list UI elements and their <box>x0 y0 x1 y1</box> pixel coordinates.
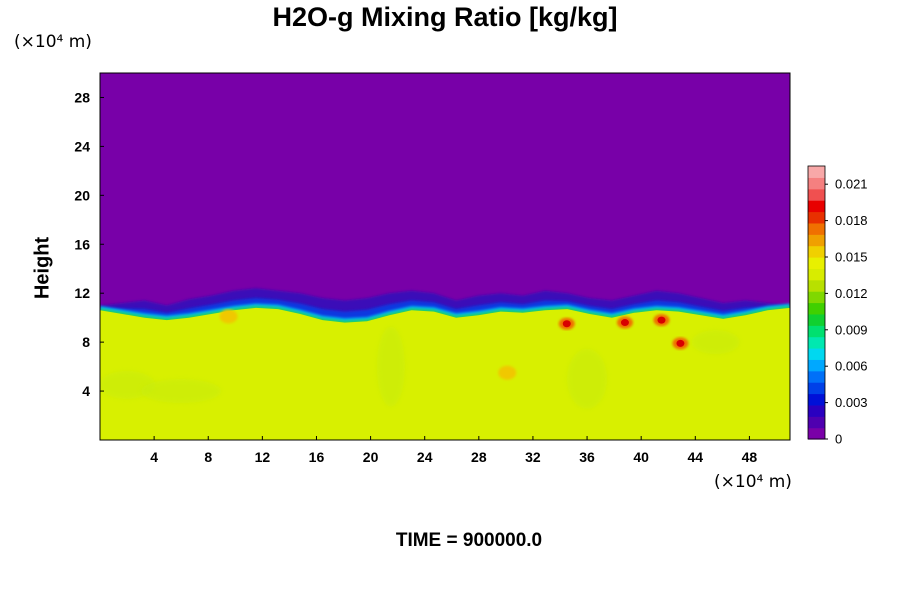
x-tick-label: 36 <box>579 449 595 465</box>
colorbar-tick-label: 0.012 <box>835 286 868 301</box>
colorbar-swatch <box>808 257 825 269</box>
y-tick-label: 16 <box>74 236 90 252</box>
red-spot <box>620 319 629 327</box>
colorbar-tick-label: 0.009 <box>835 322 868 337</box>
orange-spot <box>219 309 238 324</box>
x-tick-label: 8 <box>204 449 212 465</box>
x-axis-unit: (×10⁴ m) <box>714 472 792 492</box>
colorbar-swatch <box>808 268 825 281</box>
colorbar-swatch <box>808 211 825 224</box>
x-tick-label: 12 <box>255 449 271 465</box>
colorbar-swatch <box>808 416 825 429</box>
x-tick-label: 24 <box>417 449 433 465</box>
moist-layer <box>100 307 790 440</box>
colorbar-swatch <box>808 177 825 190</box>
y-tick-label: 20 <box>74 187 90 203</box>
colorbar-tick-label: 0.018 <box>835 213 868 228</box>
colorbar-frame <box>807 165 826 440</box>
red-spot <box>676 339 685 347</box>
x-tick-label: 20 <box>363 449 379 465</box>
colorbar-swatch <box>808 279 825 292</box>
x-tick-label: 32 <box>525 449 541 465</box>
colorbar-swatch <box>808 359 825 372</box>
red-spot <box>562 320 571 328</box>
y-tick-label: 8 <box>82 334 90 350</box>
colorbar-swatch <box>808 427 825 440</box>
colorbar-swatch <box>808 302 825 315</box>
colorbar-swatch <box>808 188 825 201</box>
colorbar-swatch <box>808 393 825 406</box>
colorbar-swatch <box>808 200 825 213</box>
colorbar-swatch <box>808 222 825 235</box>
y-tick-label: 24 <box>74 138 90 154</box>
colorbar-swatch <box>808 313 825 326</box>
moist-plume <box>376 326 405 407</box>
red-spot <box>657 316 666 324</box>
y-tick-label: 4 <box>82 383 90 399</box>
colorbar-swatch <box>808 336 825 349</box>
y-tick-label: 12 <box>74 285 90 301</box>
y-axis-unit: (×10⁴ m) <box>14 32 92 52</box>
x-tick-label: 40 <box>633 449 649 465</box>
colorbar-swatch <box>808 291 825 304</box>
chart-title: H2O-g Mixing Ratio [kg/kg] <box>272 2 618 32</box>
colorbar-tick-label: 0.015 <box>835 250 868 265</box>
colorbar-swatch <box>808 370 825 383</box>
plot-frame <box>99 72 791 441</box>
y-tick-label: 28 <box>74 89 90 105</box>
x-tick-label: 4 <box>150 449 158 465</box>
colorbar-swatch <box>808 382 825 395</box>
colorbar-tick-label: 0 <box>835 432 842 447</box>
colorbar-swatch <box>808 325 825 338</box>
colorbar-swatch <box>808 166 825 178</box>
colorbar-swatch <box>808 234 825 247</box>
moist-plume <box>141 379 222 404</box>
colorbar-swatch <box>808 245 825 258</box>
colorbar-tick-label: 0.003 <box>835 395 868 410</box>
moist-plume <box>567 348 608 409</box>
time-label: TIME = 900000.0 <box>395 530 543 551</box>
orange-spot <box>498 365 517 380</box>
moist-plume <box>691 330 740 355</box>
colorbar-tick-label: 0.021 <box>835 177 868 192</box>
x-tick-label: 48 <box>742 449 758 465</box>
x-tick-label: 28 <box>471 449 487 465</box>
colorbar-swatch <box>808 348 825 360</box>
x-tick-label: 44 <box>688 449 704 465</box>
colorbar-tick-label: 0.006 <box>835 359 868 374</box>
colorbar-swatch <box>808 404 825 417</box>
x-tick-label: 16 <box>309 449 325 465</box>
